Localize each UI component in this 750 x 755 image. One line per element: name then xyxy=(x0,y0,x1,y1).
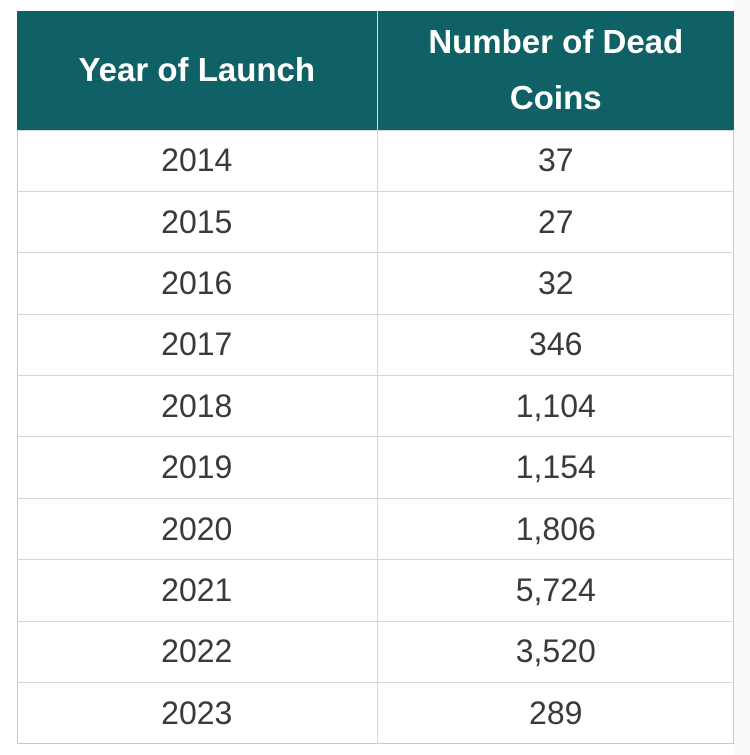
header-year-of-launch: Year of Launch xyxy=(17,11,378,130)
year-cell: 2015 xyxy=(17,190,378,253)
dead-coins-table: Year of Launch Number of Dead Coins 2014… xyxy=(17,11,734,744)
table-header: Year of Launch Number of Dead Coins xyxy=(17,11,734,130)
year-cell: 2022 xyxy=(17,620,378,683)
dead-coins-cell: 37 xyxy=(377,129,734,192)
year-cell: 2014 xyxy=(17,129,378,192)
table-row: 2014 37 xyxy=(17,129,734,192)
dead-coins-cell: 346 xyxy=(377,313,734,376)
table-row: 2022 3,520 xyxy=(17,620,734,683)
dead-coins-cell: 1,104 xyxy=(377,375,734,437)
table-row: 2015 27 xyxy=(17,190,734,253)
year-cell: 2016 xyxy=(17,252,378,315)
table-row: 2021 5,724 xyxy=(17,559,734,622)
table-row: 2019 1,154 xyxy=(17,436,734,499)
table-body: 2014 37 2015 27 2016 32 2017 346 2018 1,… xyxy=(17,129,734,744)
table-row: 2023 289 xyxy=(17,682,734,744)
dead-coins-cell: 289 xyxy=(377,682,734,744)
dead-coins-cell: 5,724 xyxy=(377,559,734,622)
table-row: 2018 1,104 xyxy=(17,375,734,437)
year-cell: 2023 xyxy=(17,682,378,744)
dead-coins-cell: 32 xyxy=(377,252,734,315)
table-row: 2016 32 xyxy=(17,252,734,315)
dead-coins-cell: 3,520 xyxy=(377,620,734,683)
year-cell: 2021 xyxy=(17,559,378,622)
year-cell: 2020 xyxy=(17,497,378,560)
year-cell: 2019 xyxy=(17,436,378,499)
header-row: Year of Launch Number of Dead Coins xyxy=(17,11,734,130)
header-number-of-dead-coins: Number of Dead Coins xyxy=(377,11,734,130)
year-cell: 2017 xyxy=(17,313,378,376)
dead-coins-cell: 1,806 xyxy=(377,497,734,560)
page-edge xyxy=(734,0,750,755)
year-cell: 2018 xyxy=(17,375,378,437)
table-row: 2020 1,806 xyxy=(17,497,734,560)
dead-coins-cell: 1,154 xyxy=(377,436,734,499)
table-row: 2017 346 xyxy=(17,313,734,376)
dead-coins-cell: 27 xyxy=(377,190,734,253)
